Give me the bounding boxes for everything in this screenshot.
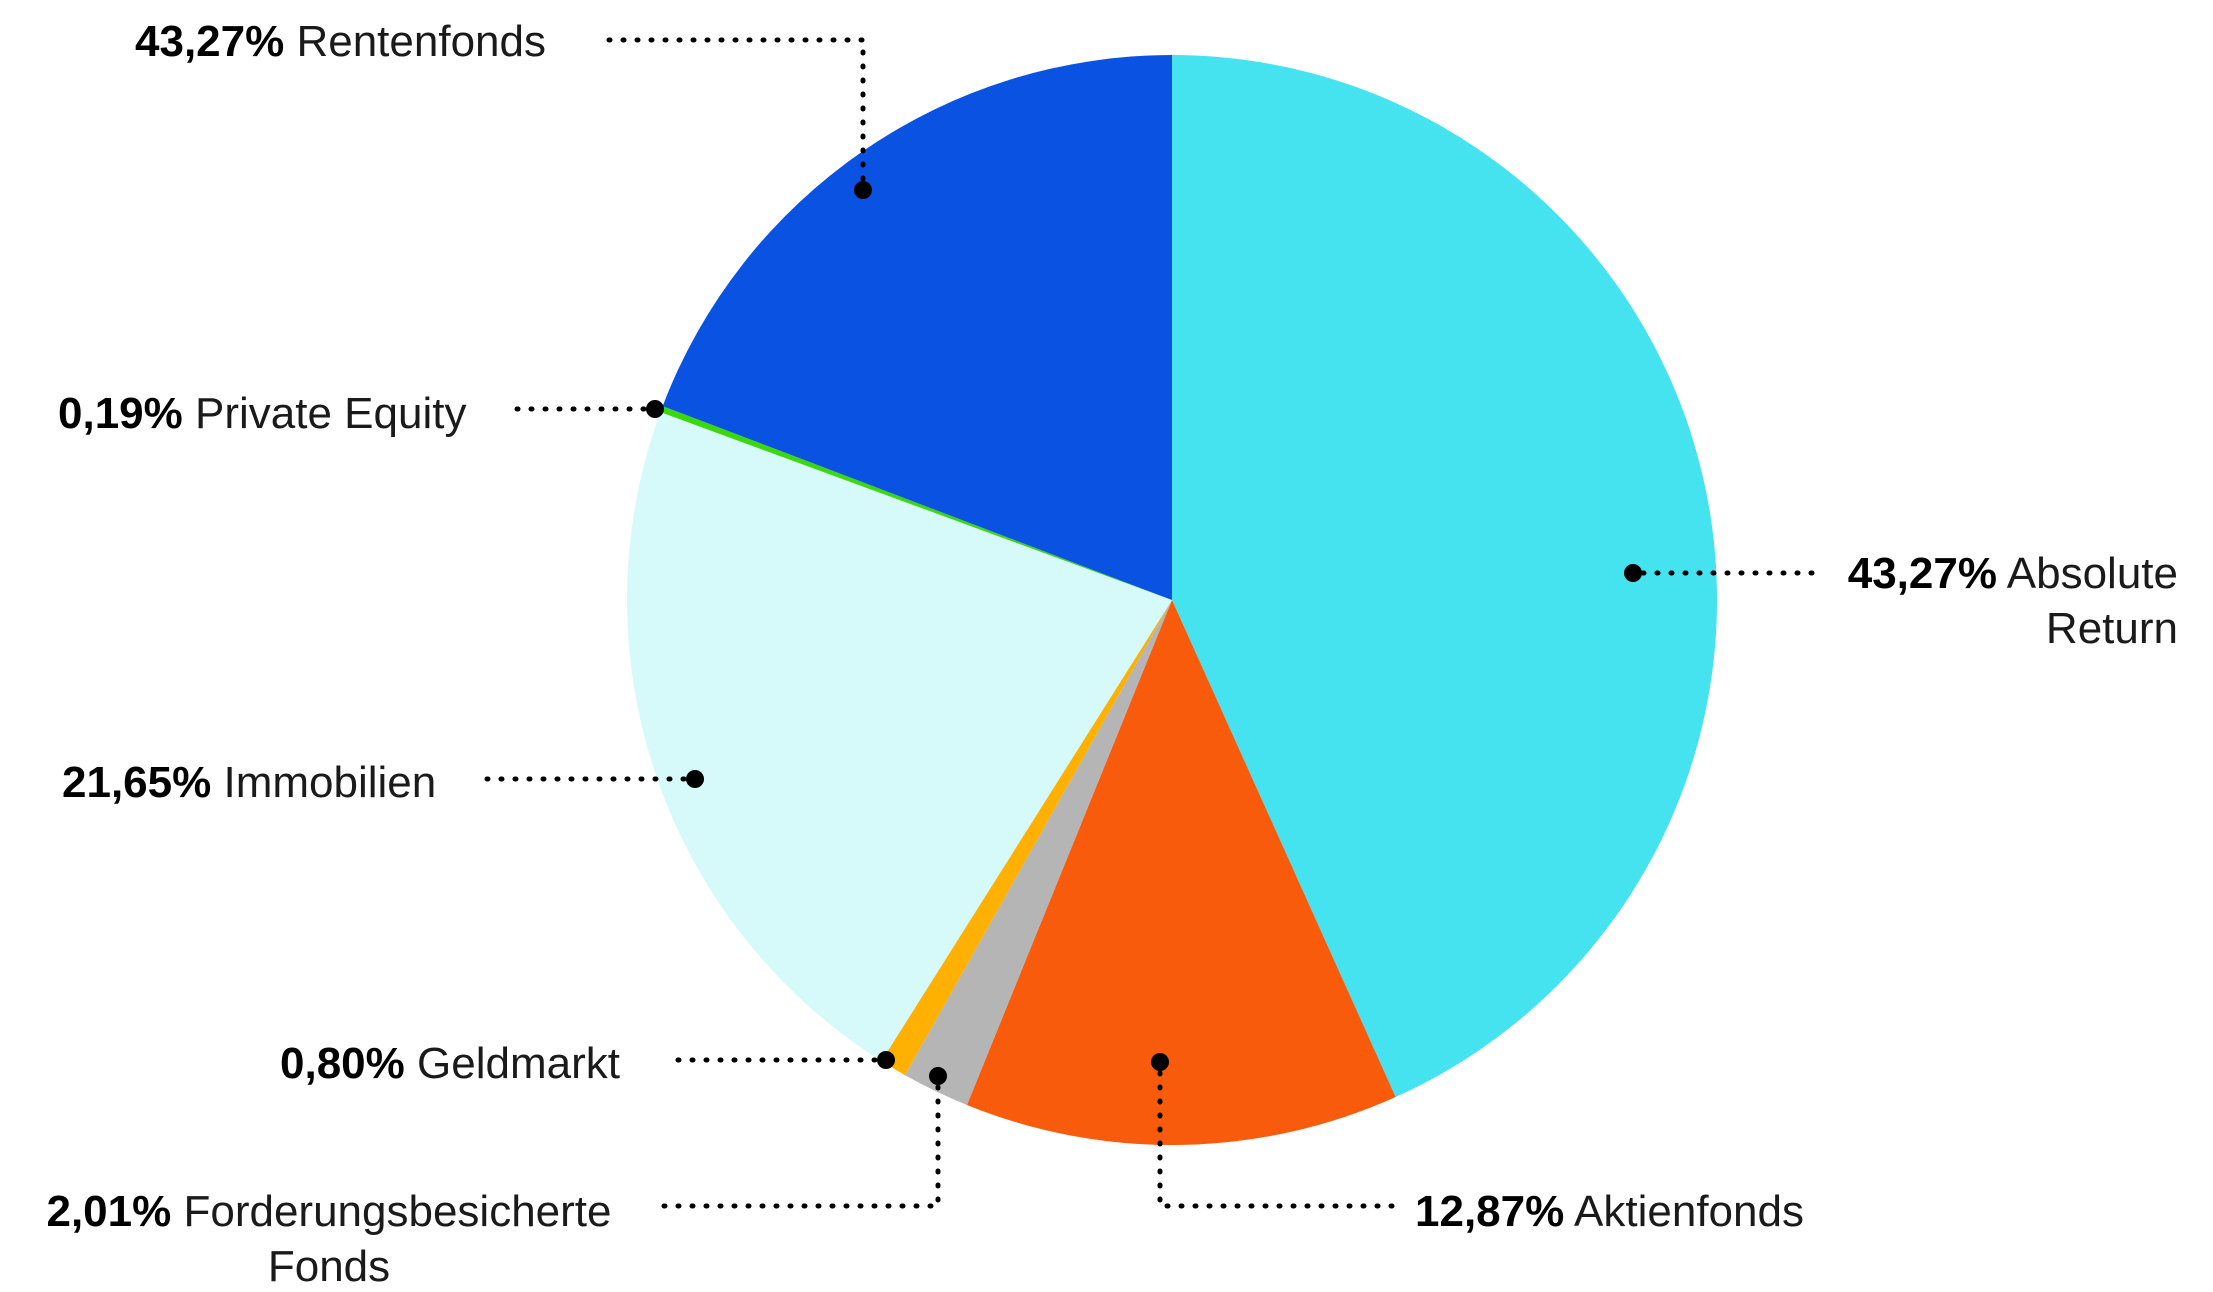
callout-dot-rentenfonds <box>854 181 872 199</box>
label-geldmarkt: 0,80% Geldmarkt <box>280 1036 620 1091</box>
label-rentenfonds: 43,27% Rentenfonds <box>135 14 546 69</box>
pie-slice-immobilien <box>627 412 1172 1062</box>
pie-slice-absolute-return <box>1172 55 1718 1097</box>
label-immobilien: 21,65% Immobilien <box>62 755 436 810</box>
label-geldmarkt-name: Geldmarkt <box>417 1039 620 1088</box>
label-aktienfonds-pct: 12,87% <box>1415 1187 1565 1236</box>
label-immobilien-name: Immobilien <box>223 758 437 807</box>
callout-dot-aktienfonds <box>1151 1053 1169 1071</box>
callout-dot-immobilien <box>686 770 704 788</box>
pie-slice-forderungsbesicherte-fonds <box>904 600 1172 1105</box>
label-private-equity-pct: 0,19% <box>58 389 183 438</box>
callout-line-aktienfonds <box>1157 1070 1405 1209</box>
label-aktienfonds-name: Aktienfonds <box>1574 1187 1804 1236</box>
label-forderungsbesicherte-fonds: 2,01% Forderungsbesicherte Fonds <box>34 1184 624 1292</box>
callout-dot-private-equity <box>646 400 664 418</box>
callout-dot-forderungsbesicherte-fonds <box>929 1067 947 1085</box>
callout-line-forderungsbesicherte-fonds <box>657 1084 941 1209</box>
label-absolute-return: 43,27% Absolute Return <box>1778 546 2178 656</box>
label-forderungsbesicherte-fonds-name: Forderungsbesicherte Fonds <box>183 1187 612 1291</box>
label-absolute-return-name: Absolute Return <box>2006 549 2178 653</box>
label-rentenfonds-name: Rentenfonds <box>296 17 546 66</box>
label-immobilien-pct: 21,65% <box>62 758 212 807</box>
pie-slice-aktienfonds <box>966 600 1396 1146</box>
callout-line-rentenfonds <box>597 37 866 182</box>
callout-dot-absolute-return <box>1624 564 1642 582</box>
pie-slice-rentenfonds <box>662 55 1172 600</box>
callout-dot-geldmarkt <box>877 1051 895 1069</box>
label-private-equity-name: Private Equity <box>195 389 467 438</box>
label-geldmarkt-pct: 0,80% <box>280 1039 405 1088</box>
pie-slice-private-equity <box>660 406 1172 600</box>
pie-slice-geldmarkt <box>881 600 1172 1076</box>
label-forderungsbesicherte-fonds-pct: 2,01% <box>46 1187 172 1236</box>
label-absolute-return-pct: 43,27% <box>1847 549 1997 598</box>
label-private-equity: 0,19% Private Equity <box>58 386 466 441</box>
label-rentenfonds-pct: 43,27% <box>135 17 285 66</box>
label-aktienfonds: 12,87% Aktienfonds <box>1415 1184 1804 1239</box>
